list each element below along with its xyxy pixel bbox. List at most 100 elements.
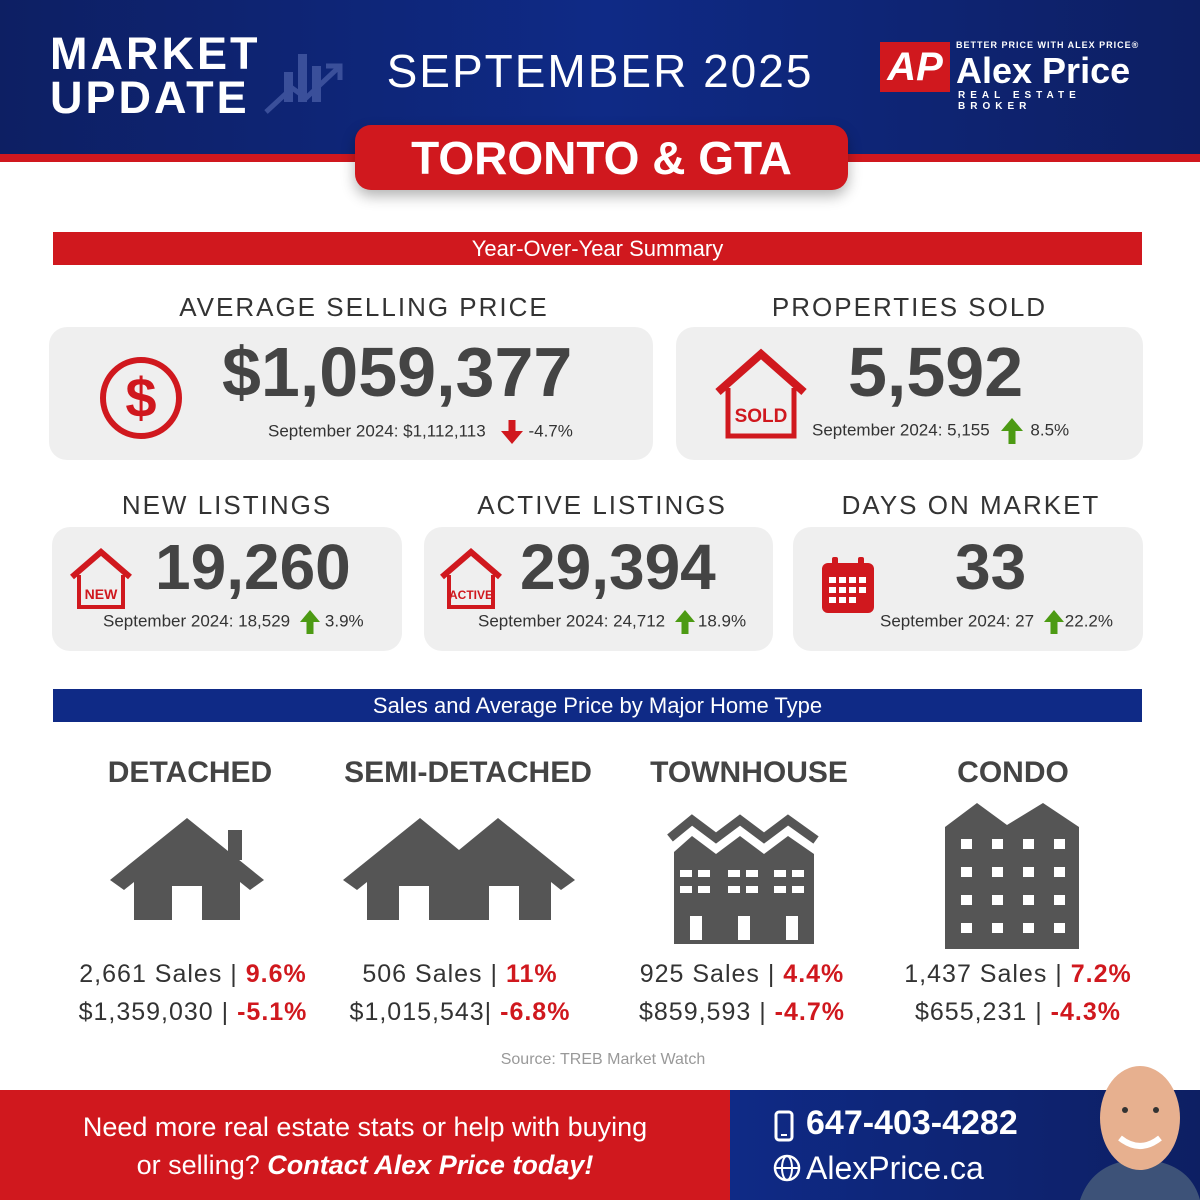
dollar-icon: $ — [100, 357, 182, 439]
compare-text: September 2024: 27 — [880, 611, 1035, 631]
detached-house-icon — [110, 818, 264, 920]
townhouse-icon — [667, 814, 819, 944]
sold-label: PROPERTIES SOLD — [771, 292, 1048, 322]
phone-icon — [774, 1110, 794, 1142]
title-line1: MARKET — [50, 28, 261, 79]
semi-detached-house-icon — [343, 818, 575, 920]
new-listings-label: NEW LISTINGS — [121, 490, 333, 520]
report-month: SEPTEMBER 2025 — [386, 45, 814, 97]
sales-text: 1,437 Sales | — [904, 960, 1063, 988]
arrow-up-icon — [674, 610, 695, 634]
condo-window — [992, 895, 1003, 905]
avg-price-compare: September 2024: $1,112,113 -4.7% — [268, 420, 573, 444]
condo-window — [961, 867, 972, 877]
sales-text: 925 Sales | — [639, 960, 776, 988]
change-text: 22.2% — [1064, 611, 1113, 631]
detached-price: $1,359,030 | -5.1% — [53, 998, 333, 1027]
agent-photo — [1080, 1066, 1200, 1200]
phone-number[interactable]: 647-403-4282 — [806, 1104, 1018, 1142]
price-change: -6.8% — [500, 998, 571, 1026]
price-change: -4.3% — [1050, 998, 1121, 1026]
condo-window — [961, 895, 972, 905]
market-update-title: MARKET UPDATE — [50, 28, 261, 123]
avg-price-label: AVERAGE SELLING PRICE — [179, 292, 549, 322]
sales-change: 7.2% — [1070, 960, 1132, 988]
condo-window — [961, 923, 972, 933]
condo-window — [1023, 839, 1034, 849]
region-pill: TORONTO & GTA — [355, 125, 848, 190]
new-listings-value: 19,260 — [155, 531, 351, 603]
condo-price: $655,231 | -4.3% — [878, 998, 1158, 1027]
sales-change: 9.6% — [245, 960, 307, 988]
active-listings-compare: September 2024: 24,712 18.9% — [478, 610, 746, 634]
new-listings-card — [52, 527, 402, 651]
new-listings-compare: September 2024: 18,529 3.9% — [103, 610, 364, 634]
condo-window — [1023, 923, 1034, 933]
townhouse-sales: 925 Sales | 4.4% — [602, 960, 882, 989]
active-house-icon: ACTIVE — [440, 548, 502, 609]
sold-compare: September 2024: 5,155 8.5% — [812, 418, 1069, 444]
sales-text: 506 Sales | — [362, 960, 498, 988]
website-link[interactable]: AlexPrice.ca — [806, 1150, 984, 1186]
price-change: -4.7% — [774, 998, 845, 1026]
logo-subtitle: REAL ESTATE BROKER — [958, 90, 1081, 112]
active-listings-card — [424, 527, 773, 651]
price-text: $859,593 | — [639, 998, 767, 1026]
cta-line1: Need more real estate stats or help with… — [82, 1112, 648, 1142]
price-text: $1,359,030 | — [78, 998, 230, 1026]
new-house-icon: NEW — [70, 548, 132, 609]
logo-name: Alex Price — [956, 50, 1131, 91]
dom-value: 33 — [955, 531, 1027, 603]
semi-detached-price: $1,015,543| -6.8% — [320, 998, 600, 1027]
townhouse-price: $859,593 | -4.7% — [602, 998, 882, 1027]
detached-sales: 2,661 Sales | 9.6% — [53, 960, 333, 989]
calendar-icon — [822, 557, 874, 613]
active-listings-label: ACTIVE LISTINGS — [477, 490, 727, 520]
cta-line2: or selling? Contact Alex Price today! — [0, 1146, 730, 1184]
footer-cta: Need more real estate stats or help with… — [0, 1090, 730, 1200]
compare-text: September 2024: 24,712 — [478, 611, 666, 631]
yoy-summary-bar: Year-Over-Year Summary — [53, 232, 1142, 265]
condo-window — [1023, 895, 1034, 905]
change-text: 8.5% — [1030, 420, 1070, 440]
semi-detached-title: SEMI-DETACHED — [344, 756, 592, 789]
condo-building-icon — [945, 803, 1079, 949]
condo-window — [1054, 867, 1065, 877]
active-listings-value: 29,394 — [520, 531, 716, 603]
home-type-bar: Sales and Average Price by Major Home Ty… — [53, 689, 1142, 722]
condo-window — [1023, 867, 1034, 877]
condo-window — [992, 839, 1003, 849]
compare-text: September 2024: $1,112,113 — [268, 421, 486, 441]
logo-mark: AP — [880, 42, 950, 92]
sales-change: 11% — [505, 960, 558, 988]
condo-window — [961, 839, 972, 849]
condo-window — [1054, 923, 1065, 933]
condo-window — [1054, 895, 1065, 905]
price-text: $1,015,543| — [349, 998, 493, 1026]
change-text: -4.7% — [528, 421, 573, 441]
source-note: Source: TREB Market Watch — [500, 1051, 706, 1068]
sold-value: 5,592 — [848, 333, 1024, 411]
townhouse-title: TOWNHOUSE — [650, 756, 848, 789]
condo-title: CONDO — [957, 756, 1069, 789]
compare-text: September 2024: 18,529 — [103, 611, 291, 631]
svg-text:$: $ — [125, 366, 156, 429]
condo-window — [1054, 839, 1065, 849]
title-line2: UPDATE — [50, 72, 250, 123]
cta-emphasis: Contact Alex Price today! — [267, 1150, 594, 1180]
alex-price-logo: AP BETTER PRICE WITH ALEX PRICE® Alex Pr… — [880, 40, 1160, 112]
cta-plain: or selling? — [136, 1150, 260, 1180]
sales-change: 4.4% — [783, 960, 845, 988]
condo-window — [992, 867, 1003, 877]
globe-icon — [773, 1154, 801, 1182]
change-text: 18.9% — [697, 611, 747, 631]
svg-text:NEW: NEW — [85, 586, 118, 602]
semi-detached-sales: 506 Sales | 11% — [320, 960, 600, 989]
svg-text:ACTIVE: ACTIVE — [449, 588, 493, 602]
arrow-down-icon — [501, 420, 524, 444]
detached-title: DETACHED — [107, 756, 273, 789]
condo-sales: 1,437 Sales | 7.2% — [878, 960, 1158, 989]
arrow-up-icon — [299, 610, 320, 634]
dom-compare: September 2024: 27 22.2% — [880, 610, 1113, 634]
svg-text:SOLD: SOLD — [735, 406, 788, 427]
